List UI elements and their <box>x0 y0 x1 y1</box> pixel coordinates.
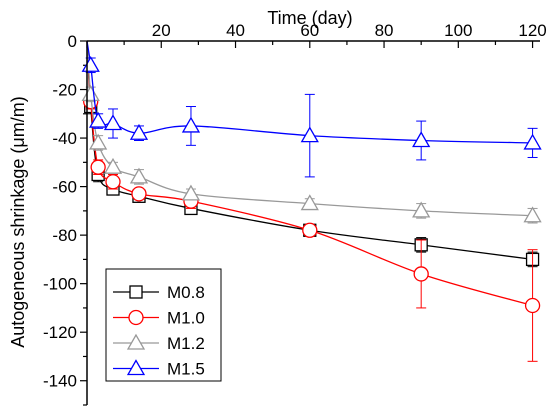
data-point-m1-2 <box>103 157 123 174</box>
data-point-m1-0 <box>302 222 318 238</box>
x-tick-label: 40 <box>226 21 245 40</box>
series-line-m1-5 <box>86 40 533 144</box>
x-tick-label: 100 <box>444 21 472 40</box>
data-point-m1-0 <box>90 159 106 175</box>
data-point-m1-2 <box>300 194 319 211</box>
legend-item-m1-5: M1.5 <box>113 359 205 379</box>
x-tick-label: 20 <box>152 21 171 40</box>
data-point-m1-5 <box>81 55 100 72</box>
legend-label: M1.2 <box>167 334 205 353</box>
data-point-m1-5 <box>103 114 123 131</box>
series-layer <box>81 40 542 362</box>
data-point-m1-2 <box>89 133 108 150</box>
data-point-m1-2 <box>523 206 542 223</box>
x-tick-label: 120 <box>518 21 546 40</box>
legend-item-m0-8: M0.8 <box>113 283 205 302</box>
x-tick-label: 60 <box>300 21 319 40</box>
data-point-m1-0 <box>105 174 121 190</box>
legend-marker-m1-2 <box>126 333 146 350</box>
legend-label: M1.0 <box>167 309 205 328</box>
y-tick-label: 0 <box>68 32 77 51</box>
legend-marker-m1-0 <box>128 309 144 326</box>
y-tick-label: -40 <box>52 129 77 148</box>
y-tick-label: -20 <box>52 81 77 100</box>
series-m1-2 <box>81 40 542 224</box>
data-point-m1-5 <box>129 123 149 140</box>
legend-box <box>105 268 222 382</box>
y-tick-label: -140 <box>43 372 77 391</box>
legend-marker-m0-8 <box>129 285 143 299</box>
data-point-m1-5 <box>300 126 319 143</box>
data-point-m1-5 <box>181 116 201 133</box>
data-point-m1-5 <box>523 133 542 150</box>
y-tick-label: -100 <box>43 275 77 294</box>
y-tick-label: -60 <box>52 178 77 197</box>
data-point-m1-2 <box>412 201 431 218</box>
x-axis-title: Time (day) <box>267 8 352 28</box>
legend-label: M0.8 <box>167 283 205 302</box>
series-line-m1-2 <box>86 40 533 217</box>
data-point-m1-5 <box>412 131 431 148</box>
legend: M0.8 M1.0 M1.2 M1.5 <box>105 268 222 382</box>
legend-label: M1.5 <box>167 360 205 379</box>
data-point-m1-5 <box>89 111 108 128</box>
y-tick-label: -120 <box>43 323 77 342</box>
data-point-m1-2 <box>81 85 100 102</box>
data-point-m1-0 <box>131 186 147 202</box>
legend-item-m1-2: M1.2 <box>113 333 205 353</box>
legend-item-m1-0: M1.0 <box>113 309 205 328</box>
series-line-m1-0 <box>86 40 533 307</box>
data-point-m1-2 <box>181 184 201 201</box>
legend-items: M0.8 M1.0 M1.2 M1.5 <box>113 283 205 379</box>
data-point-m1-2 <box>129 167 149 184</box>
data-point-m1-0 <box>524 297 541 314</box>
y-tick-label: -80 <box>52 226 77 245</box>
data-point-m1-0 <box>413 266 429 282</box>
y-axis-title: Autogeneous shrinkage (μm/m) <box>8 96 28 348</box>
legend-marker-m1-5 <box>126 359 146 376</box>
series-m1-5 <box>81 40 542 178</box>
x-tick-label: 80 <box>375 21 394 40</box>
ticks-layer: 20 40 60 80 100 120 0 -20 -40 -60 -80 -100 -120 -140 <box>43 21 547 406</box>
